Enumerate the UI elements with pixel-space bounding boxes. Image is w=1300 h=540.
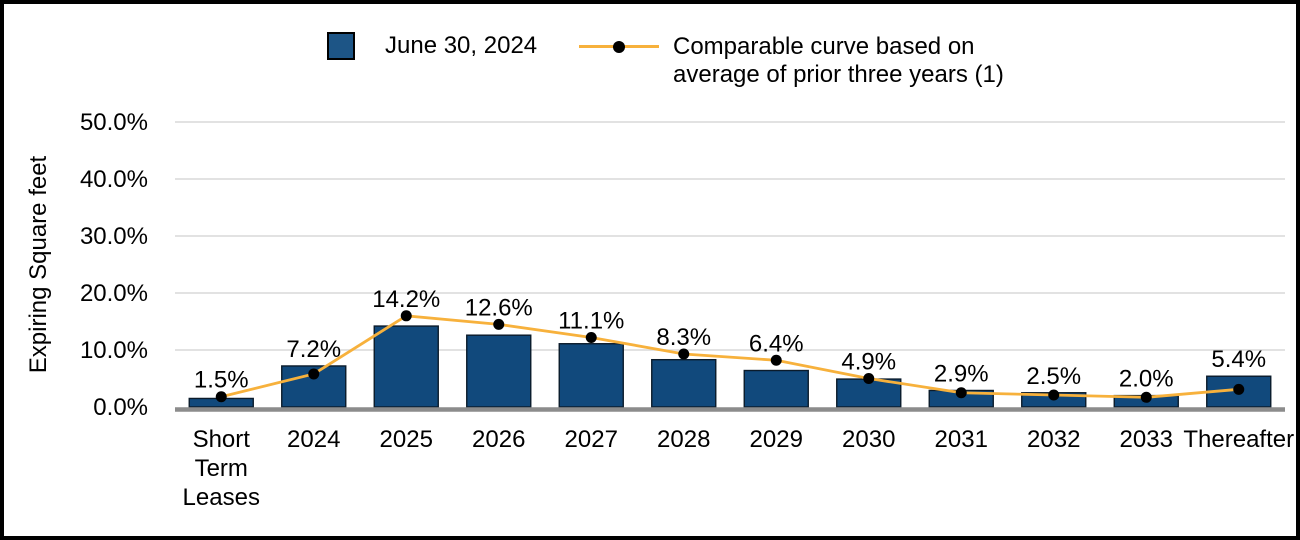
legend-label-line-1: Comparable curve based on bbox=[673, 33, 975, 60]
x-tick-label-1: 2024 bbox=[287, 426, 340, 453]
x-tick-label-6: 2029 bbox=[750, 426, 803, 453]
line-marker-3 bbox=[493, 318, 505, 330]
line-marker-5 bbox=[678, 348, 690, 360]
bar-series bbox=[188, 325, 1272, 408]
line-marker-4 bbox=[585, 331, 597, 343]
y-tick-label: 0.0% bbox=[93, 394, 148, 421]
data-label-5: 8.3% bbox=[656, 324, 711, 351]
line-series-swatch-icon bbox=[579, 40, 659, 53]
line-marker-1 bbox=[308, 368, 320, 380]
bar-series-swatch-icon bbox=[327, 32, 355, 60]
y-tick-label: 20.0% bbox=[80, 280, 148, 307]
x-tick-label-8: 2031 bbox=[935, 426, 988, 453]
line-marker-10 bbox=[1140, 391, 1152, 403]
legend-label-line: Comparable curve based on average of pri… bbox=[673, 33, 1004, 89]
data-label-8: 2.9% bbox=[934, 360, 989, 387]
x-tick-label-2: 2025 bbox=[380, 426, 433, 453]
legend-label-bars: June 30, 2024 bbox=[385, 32, 538, 59]
data-label-10: 2.0% bbox=[1119, 366, 1174, 393]
data-label-1: 7.2% bbox=[286, 336, 341, 363]
line-marker-0 bbox=[215, 391, 227, 403]
legend-item-bars: June 30, 2024 bbox=[327, 32, 537, 60]
gridlines bbox=[175, 121, 1285, 351]
y-tick-label: 10.0% bbox=[80, 337, 148, 364]
x-tick-label-4: 2027 bbox=[565, 426, 618, 453]
x-tick-label-9: 2032 bbox=[1027, 426, 1080, 453]
x-tick-label-3: 2026 bbox=[472, 426, 525, 453]
y-axis-title: Expiring Square feet bbox=[25, 155, 52, 373]
line-marker-2 bbox=[400, 310, 412, 322]
lease-expiration-chart: 0.0% 10.0% 20.0% 30.0% 40.0% 50.0% Expiring Sq… bbox=[25, 109, 1295, 511]
x-tick-label-10: 2033 bbox=[1120, 426, 1173, 453]
y-tick-label: 40.0% bbox=[80, 166, 148, 193]
x-tick-label-0: Term bbox=[195, 455, 248, 482]
data-label-7: 4.9% bbox=[841, 349, 896, 376]
x-tick-label-11: Thereafter bbox=[1183, 426, 1294, 453]
data-label-11: 5.4% bbox=[1211, 346, 1266, 373]
line-marker-9 bbox=[1048, 389, 1060, 401]
line-marker-dot-icon bbox=[613, 40, 625, 53]
data-label-9: 2.5% bbox=[1026, 363, 1081, 390]
bar-6 bbox=[743, 369, 809, 408]
y-tick-label: 50.0% bbox=[80, 109, 148, 136]
x-tick-label-7: 2030 bbox=[842, 426, 895, 453]
x-tick-label-0: Leases bbox=[183, 484, 260, 511]
line-marker-7 bbox=[863, 373, 875, 384]
data-label-3: 12.6% bbox=[465, 294, 533, 321]
data-label-0: 1.5% bbox=[194, 367, 249, 394]
line-marker-6 bbox=[770, 354, 782, 366]
legend-label-line-2: average of prior three years (1) bbox=[673, 61, 1004, 88]
line-marker-8 bbox=[955, 387, 967, 399]
bar-3 bbox=[466, 334, 532, 408]
comparable-curve-line bbox=[220, 314, 1239, 399]
y-axis-tick-labels: 0.0% 10.0% 20.0% 30.0% 40.0% 50.0% bbox=[80, 109, 148, 421]
bar-2 bbox=[373, 325, 439, 408]
x-tick-label-5: 2028 bbox=[657, 426, 710, 453]
data-label-2: 14.2% bbox=[372, 286, 440, 313]
x-tick-label-0: Short bbox=[193, 426, 251, 453]
data-label-4: 11.1% bbox=[558, 307, 624, 334]
y-tick-label: 30.0% bbox=[80, 223, 148, 250]
bar-5 bbox=[651, 358, 717, 408]
data-labels: 1.5% 7.2% 14.2% 12.6% 11.1% 8.3% 6.4% 4.9% 2.9% 2… bbox=[194, 286, 1266, 394]
bar-4 bbox=[558, 343, 624, 408]
line-marker-11 bbox=[1233, 383, 1245, 395]
legend-item-line: Comparable curve based on average of pri… bbox=[579, 33, 1004, 89]
data-label-6: 6.4% bbox=[749, 330, 804, 357]
line-markers bbox=[215, 310, 1245, 403]
